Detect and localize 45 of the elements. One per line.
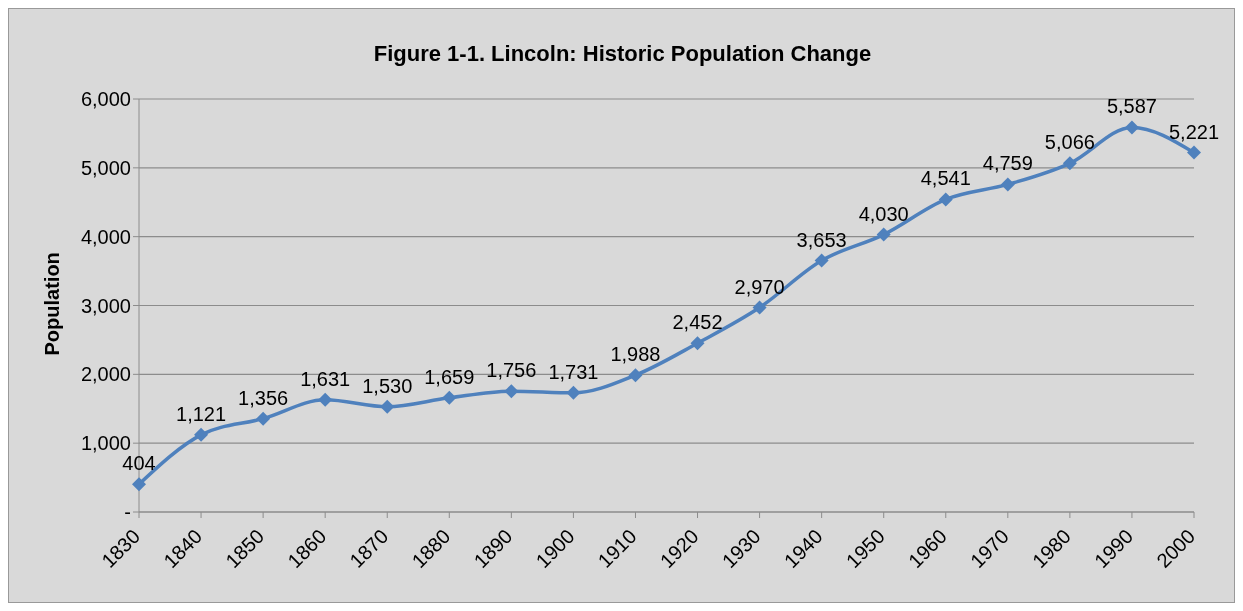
- point: [256, 411, 271, 426]
- data-label: 4,030: [858, 202, 909, 225]
- data-label: 3,653: [796, 228, 847, 251]
- data-label: 5,066: [1044, 131, 1095, 154]
- data-label: 2,970: [734, 275, 785, 298]
- y-axis-title: Population: [41, 252, 64, 356]
- data-label: 5,221: [1168, 120, 1220, 143]
- point: [194, 427, 209, 442]
- y-tick-label: 6,000: [80, 88, 131, 111]
- chart-title: Figure 1-1. Lincoln: Historic Population Change: [372, 41, 873, 67]
- data-label: 404: [122, 452, 156, 475]
- y-tick-label: -: [124, 501, 131, 524]
- data-label: 1,756: [486, 359, 537, 382]
- point: [1187, 145, 1201, 160]
- point: [690, 336, 705, 351]
- data-label: 1,356: [238, 386, 289, 409]
- y-tick-label: 5,000: [80, 156, 131, 179]
- data-label: 4,541: [920, 167, 971, 190]
- point: [380, 399, 395, 414]
- point: [566, 385, 581, 400]
- data-label: 5,587: [1106, 95, 1157, 118]
- point: [938, 192, 953, 207]
- data-label: 1,530: [362, 374, 413, 397]
- data-label: 1,121: [176, 402, 227, 425]
- data-label: 1,659: [424, 365, 475, 388]
- point: [132, 477, 146, 492]
- data-label: 2,452: [672, 311, 723, 334]
- point: [752, 300, 767, 315]
- point: [504, 384, 519, 399]
- y-tick-label: 4,000: [80, 225, 131, 248]
- data-label: 1,988: [610, 343, 661, 366]
- point: [1062, 156, 1077, 171]
- data-label: 1,731: [548, 360, 599, 383]
- point: [1000, 177, 1015, 192]
- point: [318, 392, 333, 407]
- point: [1124, 120, 1139, 135]
- point: [442, 390, 457, 405]
- data-label: 1,631: [300, 367, 351, 390]
- y-tick-label: 2,000: [80, 363, 131, 386]
- point: [814, 253, 829, 268]
- point: [876, 227, 891, 242]
- point: [628, 368, 643, 383]
- data-label: 4,759: [982, 152, 1033, 175]
- y-tick-label: 3,000: [80, 294, 131, 317]
- y-tick-label: 1,000: [80, 432, 131, 455]
